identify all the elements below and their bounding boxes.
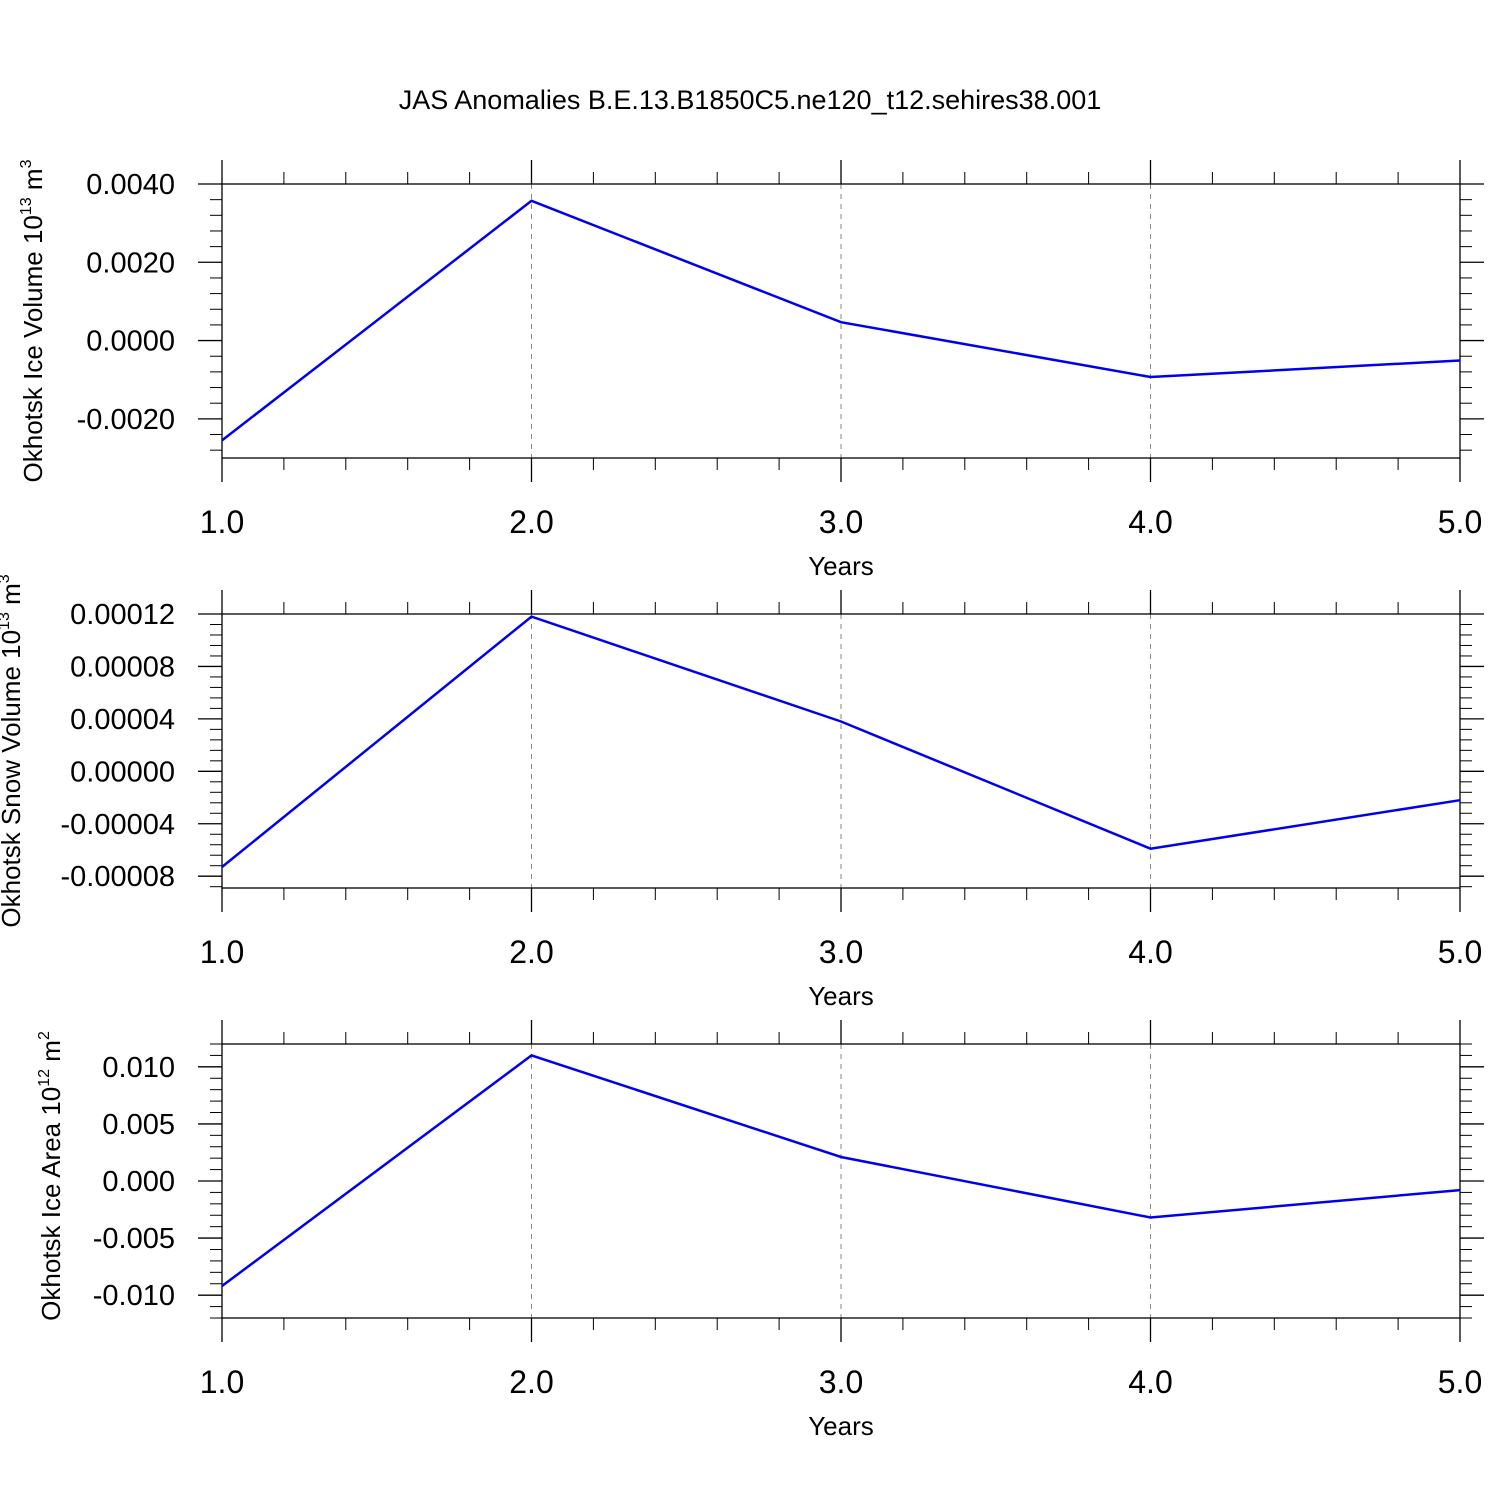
y-axis-label-unit-base: 10 (0, 630, 26, 659)
x-tick-label: 1.0 (200, 1364, 244, 1400)
y-tick-label: 0.00004 (70, 704, 175, 736)
y-axis-label: Okhotsk Ice Volume 1013 m3 (18, 159, 48, 482)
series-line (221, 199, 1461, 442)
y-tick-label: 0.00008 (70, 651, 175, 683)
y-axis-label-unit-exp: 13 (18, 197, 35, 215)
x-axis-label: Years (808, 551, 874, 581)
x-tick-label: 1.0 (200, 504, 244, 540)
x-axis-label: Years (808, 981, 874, 1011)
x-tick-label: 3.0 (819, 1364, 863, 1400)
x-tick-label: 4.0 (1128, 934, 1172, 970)
x-tick-label: 3.0 (819, 504, 863, 540)
x-tick-label: 2.0 (509, 504, 553, 540)
x-tick-label: 4.0 (1128, 1364, 1172, 1400)
y-axis-label-name: Okhotsk Snow Volume (0, 659, 26, 928)
x-tick-label: 5.0 (1438, 934, 1482, 970)
y-axis-label-unit-name-exp: 2 (36, 1031, 53, 1040)
y-axis-label-unit-base: 10 (18, 215, 48, 244)
y-tick-label: -0.00008 (61, 861, 176, 893)
y-axis-label-name: Okhotsk Ice Volume (18, 244, 48, 482)
y-axis-label-unit-name: m (0, 583, 26, 612)
x-tick-label: 3.0 (819, 934, 863, 970)
y-axis-label-unit-name: m (18, 168, 48, 197)
x-tick-label: 1.0 (200, 934, 244, 970)
x-axis-label: Years (808, 1411, 874, 1441)
chart-panel-3: 0.010 0.005 0.000 -0.005 -0.010 1.0 2.0 3.0 4.0 5… (36, 1020, 1484, 1441)
x-tick-label: 4.0 (1128, 504, 1172, 540)
y-axis-label-name: Okhotsk Ice Area (36, 1116, 66, 1321)
x-tick-label: 2.0 (509, 934, 553, 970)
y-tick-label: 0.005 (102, 1109, 175, 1141)
y-tick-label: -0.0020 (77, 404, 175, 436)
y-tick-label: -0.005 (93, 1223, 175, 1255)
y-tick-label: 0.000 (102, 1166, 175, 1198)
y-axis-label: Okhotsk Ice Area 1012 m2 (36, 1031, 66, 1321)
y-tick-label: -0.00004 (61, 809, 176, 841)
y-tick-label: 0.0000 (86, 326, 175, 358)
y-tick-label: 0.010 (102, 1052, 175, 1084)
y-tick-label: 0.0020 (86, 247, 175, 279)
y-tick-label: -0.010 (93, 1280, 175, 1312)
y-axis-label-unit-base: 10 (36, 1087, 66, 1116)
y-axis-label-unit-exp: 13 (0, 612, 13, 630)
x-tick-label: 5.0 (1438, 1364, 1482, 1400)
y-tick-label: 0.0040 (86, 169, 175, 201)
y-axis-label: Okhotsk Snow Volume 1013 m3 (0, 574, 26, 927)
chart-panel-1: 0.0040 0.0020 0.0000 -0.0020 1.0 2.0 3.0 4.0 5.0… (18, 159, 1484, 581)
y-axis-label-unit-name: m (36, 1040, 66, 1069)
series-line (221, 1054, 1461, 1288)
y-axis-label-unit-name-exp: 3 (18, 159, 35, 168)
chart-panel-2: 0.00012 0.00008 0.00004 0.00000 -0.00004 -0.0… (0, 574, 1484, 1011)
y-axis-label-unit-exp: 12 (36, 1069, 53, 1087)
x-tick-label: 5.0 (1438, 504, 1482, 540)
chart-title: JAS Anomalies B.E.13.B1850C5.ne120_t12.s… (399, 85, 1102, 115)
y-axis-label-unit-name-exp: 3 (0, 574, 13, 583)
x-tick-label: 2.0 (509, 1364, 553, 1400)
y-tick-label: 0.00000 (70, 756, 175, 788)
y-tick-label: 0.00012 (70, 599, 175, 631)
